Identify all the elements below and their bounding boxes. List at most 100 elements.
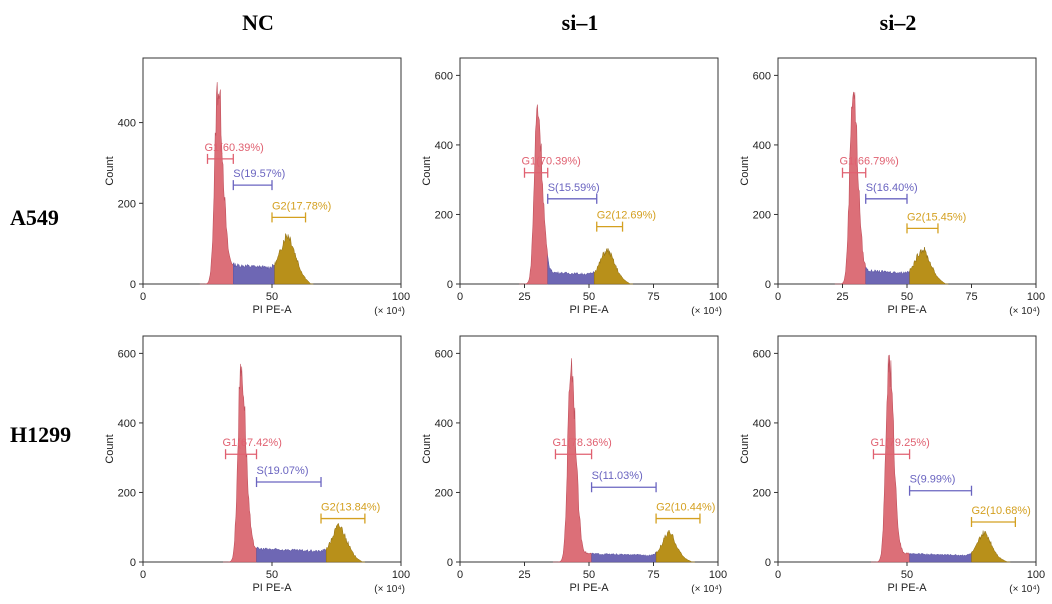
y-tick-label: 200 <box>753 209 771 221</box>
column-title-si1: si–1 <box>561 10 599 35</box>
y-tick-label: 0 <box>765 557 771 569</box>
histogram-g2-area <box>274 232 314 285</box>
x-tick-label: 50 <box>583 569 595 581</box>
y-axis-label: Count <box>104 434 116 463</box>
y-tick-label: 0 <box>130 279 136 291</box>
x-tick-label: 50 <box>266 569 278 581</box>
histogram-g1-area <box>870 354 910 563</box>
histogram-s-area <box>909 552 972 563</box>
panel-h1299-si1: 0 25 50 75 100 0 200 400 600 PI PE-A (× 10⁴) Count G… <box>421 335 727 595</box>
y-axis-label: Count <box>739 156 751 185</box>
y-axis-label: Count <box>739 434 751 463</box>
y-axis-label: Count <box>421 156 433 185</box>
x-axis-unit: (× 10⁴) <box>374 306 405 317</box>
histogram-g2-area <box>971 530 1011 563</box>
x-tick-label: 50 <box>266 291 278 303</box>
gate-s-label: S(16.40%) <box>866 182 918 194</box>
plot-frame <box>777 335 1037 563</box>
y-tick-label: 0 <box>130 557 136 569</box>
y-tick-label: 600 <box>753 348 771 360</box>
x-tick-label: 100 <box>1027 291 1045 303</box>
histogram-g2-area <box>325 522 365 563</box>
histogram-s-area <box>591 551 657 563</box>
y-tick-label: 200 <box>435 209 453 221</box>
x-axis-label: PI PE-A <box>887 304 927 316</box>
y-tick-label: 0 <box>447 557 453 569</box>
row-title-h1299: H1299 <box>10 422 72 447</box>
y-tick-label: 400 <box>435 140 453 152</box>
x-tick-label: 75 <box>965 291 977 303</box>
histogram-s-area <box>865 267 910 285</box>
gate-g2-label: G2(17.78%) <box>272 200 331 212</box>
x-tick-label: 25 <box>836 291 848 303</box>
panel-a549-si2: 0 25 50 75 100 0 200 400 600 PI PE-A (× 10⁴) Count G… <box>739 57 1045 317</box>
gate-g2-label: G2(13.84%) <box>321 502 380 514</box>
histogram-g2-area <box>593 247 633 285</box>
y-tick-label: 400 <box>118 418 136 430</box>
x-axis-label: PI PE-A <box>252 304 292 316</box>
gate-g1-label: G1(67.42%) <box>223 437 282 449</box>
panel-a549-si1: 0 25 50 75 100 0 200 400 600 PI PE-A (× 10⁴) Count G… <box>421 57 727 317</box>
y-tick-label: 600 <box>753 70 771 82</box>
x-tick-label: 50 <box>583 291 595 303</box>
y-tick-label: 0 <box>765 279 771 291</box>
histogram-g1-area <box>552 358 592 563</box>
x-tick-label: 50 <box>901 291 913 303</box>
gate-s-label: S(15.59%) <box>548 182 600 194</box>
x-tick-label: 100 <box>709 291 727 303</box>
y-tick-label: 600 <box>435 70 453 82</box>
plot-frame <box>459 335 719 563</box>
x-axis-unit: (× 10⁴) <box>1009 306 1040 317</box>
x-tick-label: 100 <box>392 291 410 303</box>
column-title-nc: NC <box>242 10 274 35</box>
histogram-s-area <box>547 255 595 285</box>
plot-frame <box>777 57 1037 285</box>
y-tick-label: 400 <box>753 418 771 430</box>
y-axis-label: Count <box>421 434 433 463</box>
x-tick-label: 50 <box>901 569 913 581</box>
x-tick-label: 0 <box>775 569 781 581</box>
x-tick-label: 100 <box>709 569 727 581</box>
plot-frame <box>459 57 719 285</box>
x-tick-label: 0 <box>140 569 146 581</box>
x-tick-label: 0 <box>457 569 463 581</box>
x-tick-label: 0 <box>457 291 463 303</box>
x-axis-unit: (× 10⁴) <box>1009 584 1040 595</box>
x-axis-unit: (× 10⁴) <box>691 584 722 595</box>
gate-g1-label: G1(78.36%) <box>552 437 611 449</box>
histogram-s-area <box>256 546 327 563</box>
y-tick-label: 400 <box>118 118 136 130</box>
histogram-g1-area <box>834 91 866 285</box>
y-tick-label: 200 <box>118 487 136 499</box>
gate-g2-label: G2(10.68%) <box>972 505 1031 517</box>
y-axis-label: Count <box>104 156 116 185</box>
y-tick-label: 600 <box>435 348 453 360</box>
y-tick-label: 0 <box>447 279 453 291</box>
x-axis-label: PI PE-A <box>887 582 927 594</box>
gate-g1-label: G1(70.39%) <box>522 156 581 168</box>
x-tick-label: 0 <box>775 291 781 303</box>
plot-frame <box>142 335 402 563</box>
x-tick-label: 100 <box>1027 569 1045 581</box>
x-axis-unit: (× 10⁴) <box>691 306 722 317</box>
x-axis-label: PI PE-A <box>569 304 609 316</box>
y-tick-label: 400 <box>753 140 771 152</box>
plot-frame <box>142 57 402 285</box>
histogram-g2-area <box>655 529 695 563</box>
gate-g1-label: G1(60.39%) <box>205 142 264 154</box>
row-title-a549: A549 <box>10 205 59 230</box>
x-axis-label: PI PE-A <box>569 582 609 594</box>
gate-s-label: S(19.57%) <box>233 168 285 180</box>
histogram-g1-area <box>223 363 257 563</box>
y-tick-label: 200 <box>435 487 453 499</box>
histogram-g1-area <box>199 82 234 285</box>
x-tick-label: 0 <box>140 291 146 303</box>
panel-h1299-nc: 0 50 100 0 200 400 600 PI PE-A (× 10⁴) Count G1(67… <box>104 335 410 595</box>
y-tick-label: 600 <box>118 348 136 360</box>
gate-s-label: S(11.03%) <box>592 470 643 482</box>
gate-g1-label: G1(66.79%) <box>840 156 899 168</box>
x-axis-unit: (× 10⁴) <box>374 584 405 595</box>
x-tick-label: 25 <box>518 569 530 581</box>
histogram-g2-area <box>909 246 949 285</box>
x-tick-label: 100 <box>392 569 410 581</box>
